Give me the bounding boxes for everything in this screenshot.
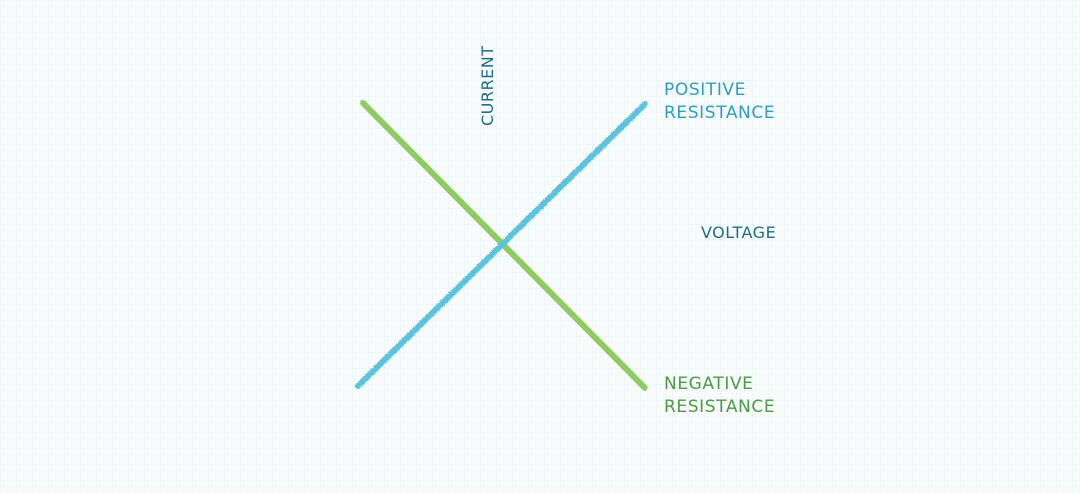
- negative-label-line2: RESISTANCE: [664, 397, 775, 417]
- y-axis-label: CURRENT: [478, 46, 497, 126]
- positive-label-line1: POSITIVE: [664, 80, 746, 100]
- positive-label-line2: RESISTANCE: [664, 103, 775, 123]
- x-axis-label: VOLTAGE: [701, 223, 776, 242]
- positive-resistance-line: [355, 101, 648, 389]
- negative-label-line1: NEGATIVE: [664, 374, 754, 394]
